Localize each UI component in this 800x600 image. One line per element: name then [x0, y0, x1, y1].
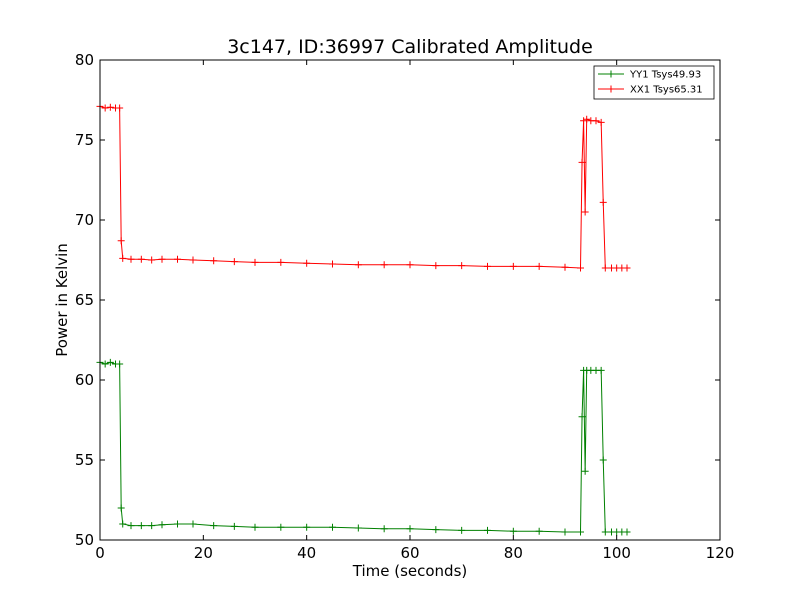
y-tick-label: 55	[75, 451, 94, 469]
data-point	[277, 258, 285, 266]
data-point	[210, 257, 218, 265]
data-point	[210, 522, 218, 530]
data-point	[354, 261, 362, 269]
legend-marker	[607, 70, 615, 78]
data-point	[174, 520, 181, 528]
data-point	[623, 264, 631, 272]
data-point	[251, 523, 259, 531]
data-point	[484, 262, 491, 270]
data-point	[432, 526, 440, 534]
data-point	[580, 117, 588, 125]
data-point	[601, 264, 609, 272]
data-point	[158, 521, 166, 529]
y-tick-label: 80	[75, 51, 94, 69]
data-point	[148, 522, 156, 530]
data-point	[101, 104, 109, 112]
legend-label: YY1 Tsys49.93	[629, 70, 701, 81]
data-point	[106, 103, 114, 111]
data-point	[117, 504, 125, 512]
data-point	[116, 360, 124, 368]
data-point	[354, 524, 362, 532]
data-point	[592, 117, 600, 125]
data-point	[458, 526, 466, 534]
data-point	[406, 261, 414, 269]
data-point	[303, 259, 311, 267]
data-point	[380, 525, 388, 533]
data-point	[158, 255, 166, 263]
x-tick-label: 120	[706, 544, 735, 562]
data-point	[599, 456, 607, 464]
data-point	[137, 255, 145, 263]
data-point	[432, 262, 440, 270]
data-point	[277, 523, 285, 531]
data-point	[251, 258, 259, 266]
y-tick-label: 75	[75, 131, 94, 149]
data-point	[101, 360, 109, 368]
data-point	[127, 255, 135, 263]
x-tick-label: 20	[194, 544, 213, 562]
x-tick-label: 80	[504, 544, 523, 562]
data-point	[577, 528, 584, 536]
data-point	[509, 527, 517, 535]
series-1	[96, 358, 631, 536]
data-point	[561, 528, 569, 536]
data-point	[581, 467, 589, 475]
data-point	[484, 526, 491, 534]
data-point	[127, 522, 135, 530]
data-point	[578, 413, 586, 421]
x-tick-label: 40	[297, 544, 316, 562]
data-point	[119, 520, 127, 528]
data-point	[601, 528, 609, 536]
data-point	[329, 260, 336, 268]
axis-ticks: 0 20 40 60 80 100 120 50 55 60 65 70 75 80	[75, 51, 734, 562]
data-point	[597, 118, 605, 126]
data-point	[535, 527, 543, 535]
data-point	[458, 262, 466, 270]
data-point	[189, 256, 197, 264]
data-point	[137, 522, 145, 530]
x-axis-title: Time (seconds)	[352, 562, 468, 580]
legend: YY1 Tsys49.93 XX1 Tsys65.31	[593, 65, 715, 100]
data-point	[117, 237, 125, 245]
data-point	[599, 198, 607, 206]
data-point	[561, 263, 569, 271]
data-point	[189, 520, 197, 528]
data-point	[581, 208, 589, 216]
data-point	[106, 358, 114, 366]
data-point	[230, 522, 238, 530]
data-point	[303, 523, 311, 531]
y-tick-label: 50	[75, 531, 94, 549]
data-point	[380, 261, 388, 269]
y-tick-label: 65	[75, 291, 94, 309]
data-point	[406, 525, 414, 533]
data-point	[583, 115, 591, 123]
data-point	[329, 523, 336, 531]
data-point	[597, 366, 605, 374]
data-point	[174, 255, 181, 263]
data-point	[230, 258, 238, 266]
x-tick-label: 0	[95, 544, 105, 562]
x-tick-label: 100	[602, 544, 631, 562]
data-point	[509, 262, 517, 270]
data-point	[116, 104, 124, 112]
chart-title: 3c147, ID:36997 Calibrated Amplitude	[227, 36, 593, 58]
y-tick-label: 70	[75, 211, 94, 229]
y-tick-label: 60	[75, 371, 94, 389]
data-point	[623, 528, 631, 536]
data-point	[119, 254, 127, 262]
legend-label: XX1 Tsys65.31	[630, 85, 703, 96]
data-point	[578, 158, 586, 166]
y-axis-title: Power in Kelvin	[53, 243, 71, 357]
x-tick-label: 60	[400, 544, 419, 562]
data-point	[535, 262, 543, 270]
series-2	[96, 102, 631, 272]
plot-area	[96, 102, 631, 536]
data-point	[577, 264, 584, 272]
data-point	[148, 256, 156, 264]
legend-box	[593, 65, 715, 100]
legend-marker	[607, 85, 615, 93]
